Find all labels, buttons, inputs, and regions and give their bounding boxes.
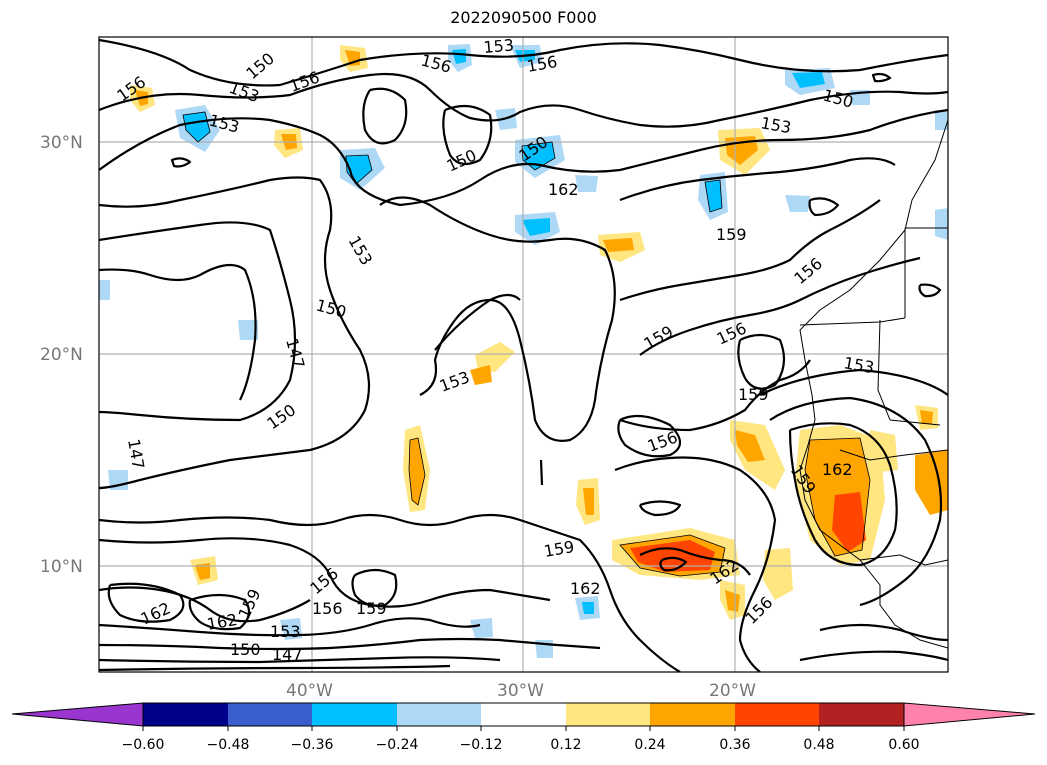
colorbar-segment (397, 703, 481, 726)
colorbar-tick: 0.60 (888, 737, 919, 753)
colorbar-segment (819, 703, 904, 726)
height-contours (99, 38, 948, 672)
colorbar-tick: 0.48 (803, 737, 834, 753)
coastline (799, 119, 948, 649)
contour-label: 150 (230, 640, 261, 659)
lat-label-10n: 10°N (40, 557, 83, 577)
colorbar-tick: 0.12 (550, 737, 581, 753)
colorbar-tick: −0.12 (460, 737, 503, 753)
map-frame (98, 36, 949, 673)
map-title: 2022090500 F000 (450, 8, 597, 27)
contour-label: 162 (822, 460, 853, 479)
colorbar-segment (143, 703, 228, 726)
map-gridlines (99, 37, 948, 672)
lon-label-40w: 40°W (286, 681, 333, 701)
contour-label: 159 (716, 225, 747, 244)
contour-label: 159 (738, 385, 769, 404)
colorbar-tick: −0.24 (376, 737, 419, 753)
colorbar: −0.60 −0.48 −0.36 −0.24 −0.12 0.12 0.24 … (11, 702, 1036, 753)
colorbar-segment (481, 703, 566, 726)
lat-label-20n: 20°N (40, 345, 83, 365)
map-area: 153 156 150 153 156 156 150 153 156 150 … (99, 35, 948, 672)
colorbar-extend-low (11, 702, 144, 727)
colorbar-tick: −0.48 (207, 737, 250, 753)
colorbar-extend-high (903, 702, 1036, 727)
colorbar-tick: −0.60 (122, 737, 165, 753)
anomaly-outlines (182, 111, 871, 577)
colorbar-segment (228, 703, 312, 726)
colorbar-tick: −0.36 (291, 737, 334, 753)
contour-label: 153 (270, 622, 301, 641)
contour-label: 153 (483, 35, 515, 57)
colorbar-frame (142, 702, 905, 727)
lon-label-20w: 20°W (709, 681, 756, 701)
lat-label-30n: 30°N (40, 133, 83, 153)
contour-label: 162 (570, 579, 601, 598)
colorbar-segment (650, 703, 735, 726)
colorbar-segment (735, 703, 819, 726)
contour-label: 147 (272, 645, 303, 664)
colorbar-segment (312, 703, 397, 726)
contour-label: 156 (312, 599, 343, 618)
colorbar-segment (566, 703, 650, 726)
negative-anomaly-shading (99, 44, 948, 658)
contour-label: 159 (356, 599, 387, 618)
lon-label-30w: 30°W (497, 681, 544, 701)
positive-anomaly-shading (130, 45, 948, 620)
colorbar-tick: 0.24 (634, 737, 665, 753)
contour-label: 162 (548, 180, 579, 199)
colorbar-tick: 0.36 (719, 737, 750, 753)
